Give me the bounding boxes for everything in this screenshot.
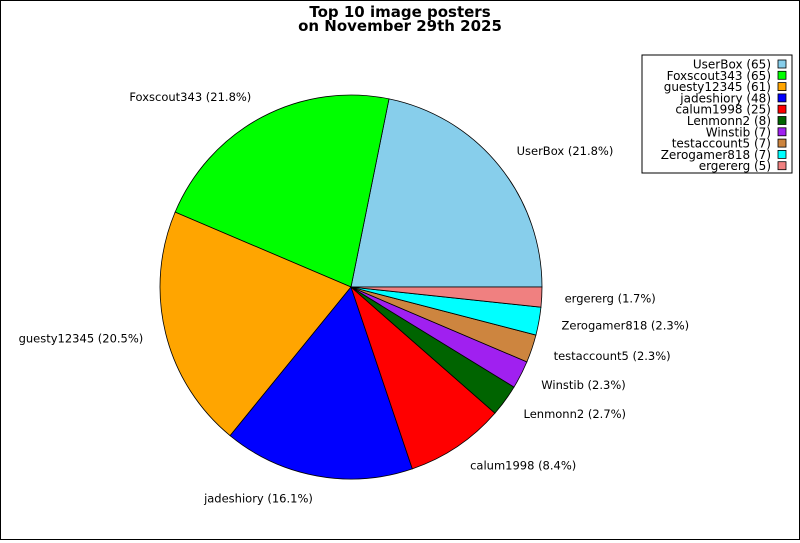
legend-label-ergererg: ergererg (5) — [699, 159, 771, 173]
slice-label-zerogamer818: Zerogamer818 (2.3%) — [562, 318, 690, 332]
chart-title-line-1: Top 10 image posters — [309, 3, 490, 21]
legend-swatch-lenmonn2 — [777, 116, 787, 125]
legend-label-winstib: Winstib (7) — [706, 125, 771, 139]
legend: UserBox (65)Foxscout343 (65)guesty12345 … — [641, 54, 793, 174]
slice-label-foxscout343: Foxscout343 (21.8%) — [129, 90, 251, 104]
legend-label-calum1998: calum1998 (25) — [675, 103, 771, 117]
slice-label-testaccount5: testaccount5 (2.3%) — [554, 349, 671, 363]
legend-label-zerogamer818: Zerogamer818 (7) — [661, 148, 771, 162]
slice-label-guesty12345: guesty12345 (20.5%) — [19, 332, 144, 346]
slice-label-lenmonn2: Lenmonn2 (2.7%) — [524, 407, 627, 421]
chart-title-line-2: on November 29th 2025 — [298, 17, 502, 35]
slice-label-ergererg: ergererg (1.7%) — [565, 291, 656, 305]
legend-swatch-ergererg — [777, 161, 787, 171]
legend-swatch-calum1998 — [777, 104, 787, 114]
pie-slices — [159, 94, 543, 480]
slice-labels: UserBox (21.8%) Foxscout343 (21.8%) guesty… — [19, 90, 690, 506]
pie-slice-userbox — [350, 98, 543, 288]
legend-box — [641, 54, 793, 174]
legend-swatch-winstib — [777, 127, 787, 137]
legend-label-userbox: UserBox (65) — [693, 58, 771, 72]
legend-swatch-userbox — [777, 59, 787, 69]
pie-slice-foxscout343 — [174, 94, 390, 288]
legend-swatch-foxscout343 — [777, 70, 787, 80]
legend-label-lenmonn2: Lenmonn2 (8) — [687, 114, 771, 128]
legend-swatch-guesty12345 — [777, 82, 787, 91]
legend-swatch-zerogamer818 — [777, 149, 787, 159]
legend-swatch-testaccount5 — [777, 138, 787, 148]
pie-slice-guesty12345 — [159, 211, 352, 437]
chart-title: Top 10 image posters on November 29th 20… — [298, 3, 502, 35]
legend-label-testaccount5: testaccount5 (7) — [672, 137, 771, 151]
pie-slice-ergererg — [350, 286, 543, 308]
legend-swatch-jadeshiory — [777, 93, 787, 103]
legend-label-jadeshiory: jadeshiory (48) — [679, 91, 771, 105]
slice-label-jadeshiory: jadeshiory (16.1%) — [203, 492, 313, 506]
pie-slice-calum1998 — [350, 285, 496, 470]
legend-label-foxscout343: Foxscout343 (65) — [667, 69, 771, 83]
legend-label-guesty12345: guesty12345 (61) — [664, 80, 771, 94]
slice-label-calum1998: calum1998 (8.4%) — [470, 459, 576, 473]
slice-label-userbox: UserBox (21.8%) — [517, 144, 614, 158]
slice-label-winstib: Winstib (2.3%) — [541, 378, 625, 392]
